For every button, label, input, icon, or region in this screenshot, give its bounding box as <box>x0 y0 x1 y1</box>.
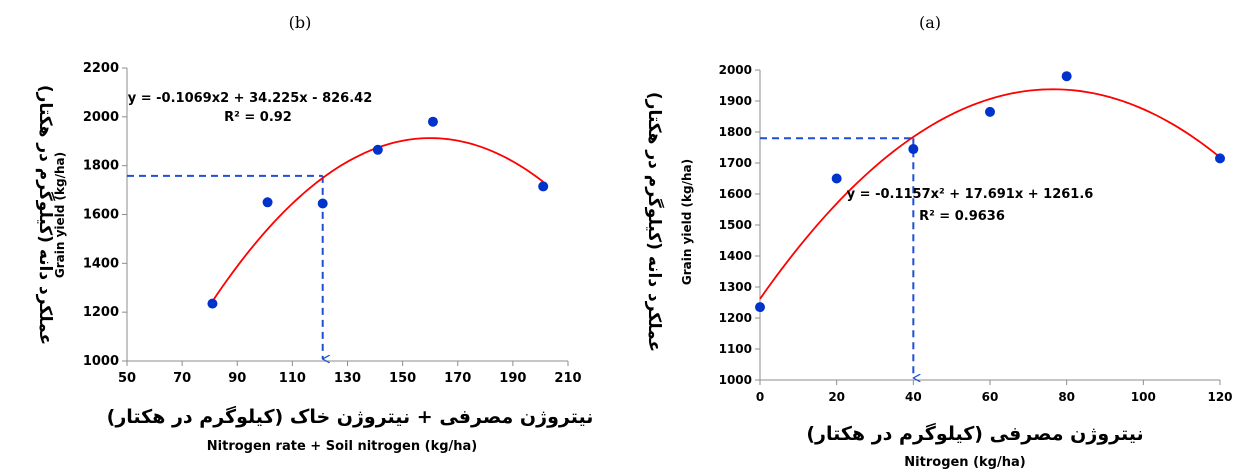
x-tick-label: 170 <box>444 371 471 386</box>
x-tick-label: 100 <box>1131 390 1156 404</box>
x-axis-title-fa-a: نیتروژن مصرفی (کیلوگرم در هکتار) <box>806 422 1143 445</box>
y-axis-title-en-b: Grain yield (kg/ha) <box>53 152 67 278</box>
y-tick-label: 1600 <box>719 187 752 201</box>
y-tick-label: 1500 <box>719 218 752 232</box>
plot-area-b: 1000 1200 1400 1600 1800 2000 2200 50 70 90 110 130… <box>83 61 582 386</box>
plot-area-a: 1000110012001300140015001600170018001900… <box>719 63 1233 404</box>
x-tick-label: 110 <box>279 371 306 386</box>
y-tick-label: 1200 <box>83 305 119 320</box>
data-point <box>262 197 273 208</box>
y-tick-label: 1100 <box>719 342 752 356</box>
x-tick-label: 40 <box>905 390 922 404</box>
data-point <box>908 144 919 155</box>
y-tick-label: 1800 <box>83 159 119 174</box>
y-tick-label: 1300 <box>719 280 752 294</box>
y-tick-label: 1000 <box>719 373 752 387</box>
x-tick-label: 80 <box>1058 390 1075 404</box>
panel-label-b: (b) <box>289 13 312 32</box>
trendline-curve <box>759 88 1221 300</box>
data-point <box>538 181 549 192</box>
data-point <box>372 144 383 155</box>
data-point <box>755 302 765 313</box>
trendline-curve <box>211 137 544 302</box>
data-point <box>427 116 438 127</box>
x-tick-label: 70 <box>173 371 191 386</box>
x-axis-title-en-b: Nitrogen rate + Soil nitrogen (kg/ha) <box>207 439 477 454</box>
y-tick-label: 1800 <box>719 125 752 139</box>
data-point <box>985 106 995 117</box>
x-tick-label: 120 <box>1207 390 1232 404</box>
chart-panel-a: (a) 100011001200130014001500160017001800… <box>644 13 1233 470</box>
x-tick-label: 50 <box>118 371 136 386</box>
equation-b: y = -0.1069x2 + 34.225x - 826.42 <box>128 91 373 106</box>
x-tick-label: 210 <box>554 371 581 386</box>
data-point <box>1061 71 1072 82</box>
data-point <box>317 198 328 209</box>
x-axis-title-en-a: Nitrogen (kg/ha) <box>904 455 1025 470</box>
y-tick-label: 1200 <box>719 311 752 325</box>
panel-label-a: (a) <box>919 13 941 32</box>
y-tick-label: 2000 <box>83 110 119 125</box>
x-axis-title-fa-b: نیتروژن مصرفی + نیتروژن خاک (کیلوگرم در … <box>107 405 594 428</box>
y-tick-label: 1700 <box>719 156 752 170</box>
y-tick-label: 2200 <box>83 61 119 76</box>
chart-panel-b: (b) 1000 1200 1400 1600 1800 2000 2200 50 70 90 11… <box>35 13 593 454</box>
data-point <box>1215 153 1225 164</box>
y-axis-title-en-a: Grain yield (kg/ha) <box>680 159 694 285</box>
y-tick-label: 1400 <box>719 249 752 263</box>
y-tick-label: 2000 <box>719 63 752 77</box>
data-point <box>207 298 218 309</box>
r-squared-a: R² = 0.9636 <box>919 209 1005 224</box>
y-tick-label: 1600 <box>83 208 119 223</box>
r-squared-b: R² = 0.92 <box>224 110 292 125</box>
x-tick-label: 0 <box>756 390 764 404</box>
x-tick-label: 130 <box>334 371 361 386</box>
x-tick-label: 150 <box>389 371 416 386</box>
x-tick-label: 190 <box>499 371 526 386</box>
x-tick-label: 60 <box>982 390 999 404</box>
y-axis-title-fa-a: عملکرد دانه (کیلوگرم در هکتار) <box>644 92 665 352</box>
equation-a: y = -0.1157x² + 17.691x + 1261.6 <box>847 187 1094 202</box>
y-axis-title-fa-b: عملکرد دانه (کیلوگرم در هکتار) <box>35 85 56 345</box>
x-tick-label: 90 <box>228 371 246 386</box>
x-tick-label: 20 <box>828 390 845 404</box>
y-tick-label: 1400 <box>83 256 119 271</box>
y-tick-label: 1900 <box>719 94 752 108</box>
y-tick-label: 1000 <box>83 354 119 369</box>
data-point <box>831 173 842 184</box>
